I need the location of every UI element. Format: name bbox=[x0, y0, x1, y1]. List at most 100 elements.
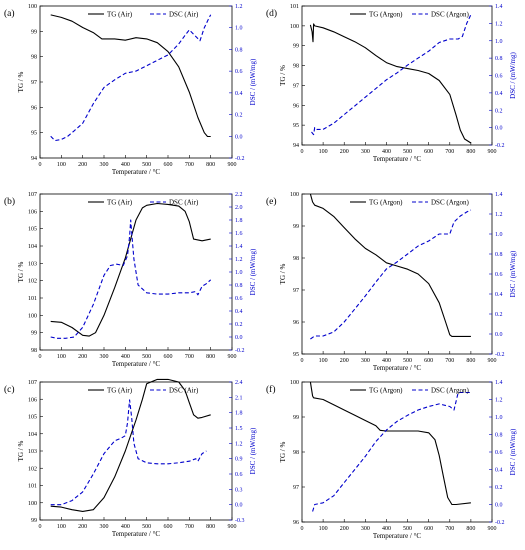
y2-tick-label: 0.2 bbox=[235, 322, 243, 328]
tg-curve bbox=[309, 381, 471, 506]
y-tick-label: 99 bbox=[31, 331, 37, 337]
y2-tick-label: 2.0 bbox=[235, 205, 243, 211]
x-tick-label: 200 bbox=[340, 149, 349, 155]
y2-tick-label: 1.2 bbox=[495, 212, 503, 218]
x-tick-label: 600 bbox=[164, 162, 173, 168]
y-axis-label: TG / % bbox=[279, 442, 287, 463]
x-tick-label: 700 bbox=[445, 149, 454, 155]
y-tick-label: 103 bbox=[28, 261, 37, 267]
x-tick-label: 100 bbox=[57, 524, 66, 530]
y2-tick-label: 0.0 bbox=[235, 134, 243, 140]
y2-tick-label: 1.4 bbox=[495, 4, 503, 10]
y2-tick-label: 1.4 bbox=[235, 244, 243, 250]
y-axis-label: TG / % bbox=[17, 441, 25, 462]
x-tick-label: 300 bbox=[100, 162, 109, 168]
y2-tick-label: 0.6 bbox=[495, 450, 503, 456]
chart-panel: 0 100 200 300 400 500 600 700 800 900 98 99 100 101 10… bbox=[4, 192, 257, 368]
y-tick-label: 96 bbox=[293, 520, 299, 526]
y-tick-label: 96 bbox=[293, 103, 299, 109]
y2-tick-label: -0.2 bbox=[495, 143, 505, 149]
x-tick-label: 900 bbox=[488, 358, 497, 364]
y-tick-label: 106 bbox=[28, 209, 37, 215]
y-tick-label: 101 bbox=[28, 296, 37, 302]
y2-tick-label: 0.0 bbox=[495, 126, 503, 132]
y-tick-label: 97 bbox=[293, 485, 299, 491]
x-axis-label: Temperature / °C bbox=[112, 360, 161, 368]
x-tick-label: 800 bbox=[206, 524, 215, 530]
legend-label: TG (Air) bbox=[107, 11, 133, 19]
y-tick-label: 97 bbox=[31, 80, 37, 86]
x-tick-label: 800 bbox=[466, 149, 475, 155]
x-tick-label: 300 bbox=[100, 354, 109, 360]
x-tick-label: 500 bbox=[142, 524, 151, 530]
y-tick-label: 98 bbox=[31, 55, 37, 61]
x-tick-label: 0 bbox=[301, 149, 304, 155]
y-tick-label: 96 bbox=[31, 105, 37, 111]
legend-label: TG (Air) bbox=[107, 387, 133, 395]
legend-label: DSC (Argon) bbox=[431, 11, 469, 19]
y-tick-label: 105 bbox=[28, 227, 37, 233]
y2-tick-label: 0.8 bbox=[495, 252, 503, 258]
y2-tick-label: 0.2 bbox=[495, 108, 503, 114]
y-tick-label: 99 bbox=[293, 224, 299, 230]
y-tick-label: 100 bbox=[290, 24, 299, 30]
legend-label: DSC (Air) bbox=[169, 199, 199, 207]
y2-tick-label: 1.0 bbox=[495, 232, 503, 238]
y-tick-label: 99 bbox=[31, 29, 37, 35]
x-axis-label: Temperature / °C bbox=[112, 168, 161, 176]
x-tick-label: 400 bbox=[121, 524, 130, 530]
y2-tick-label: 1.8 bbox=[235, 218, 243, 224]
panel-label: (b) bbox=[4, 196, 15, 207]
y2-tick-label: 1.5 bbox=[235, 426, 243, 432]
dsc-curve bbox=[50, 219, 212, 339]
legend-label: DSC (Argon) bbox=[431, 199, 469, 207]
y2-tick-label: 0.4 bbox=[495, 292, 503, 298]
x-tick-label: 300 bbox=[361, 149, 370, 155]
y2-tick-label: 1.0 bbox=[235, 26, 243, 32]
y-tick-label: 97 bbox=[293, 83, 299, 89]
x-tick-label: 200 bbox=[78, 162, 87, 168]
y2-tick-label: 1.0 bbox=[495, 415, 503, 421]
y2-tick-label: 1.0 bbox=[235, 270, 243, 276]
dsc-curve bbox=[310, 209, 472, 340]
x-tick-label: 0 bbox=[301, 358, 304, 364]
chart-panel: 0 100 200 300 400 500 600 700 800 900 94 95 96 97 98 99… bbox=[266, 4, 517, 163]
legend-label: TG (Air) bbox=[107, 199, 133, 207]
y2-tick-label: 1.8 bbox=[235, 411, 243, 417]
y-tick-label: 94 bbox=[31, 156, 37, 162]
tg-curve bbox=[50, 14, 211, 138]
y2-tick-label: 0.8 bbox=[495, 56, 503, 62]
y-tick-label: 98 bbox=[293, 256, 299, 262]
x-tick-label: 400 bbox=[121, 354, 130, 360]
y-tick-label: 100 bbox=[28, 501, 37, 507]
y2-axis-label: DSC / (mW/mg) bbox=[249, 58, 257, 105]
x-tick-label: 300 bbox=[361, 358, 370, 364]
x-tick-label: 0 bbox=[39, 162, 42, 168]
x-tick-label: 0 bbox=[39, 524, 42, 530]
x-tick-label: 900 bbox=[488, 526, 497, 532]
y-tick-label: 100 bbox=[290, 380, 299, 386]
panel-label: (f) bbox=[266, 384, 276, 395]
y2-tick-label: 0.2 bbox=[495, 312, 503, 318]
x-tick-label: 100 bbox=[319, 526, 328, 532]
y2-tick-label: 0.4 bbox=[235, 91, 243, 97]
y2-tick-label: 2.4 bbox=[235, 380, 243, 386]
y2-tick-label: 1.2 bbox=[495, 398, 503, 404]
y-axis-label: TG / % bbox=[279, 264, 287, 285]
tg-curve bbox=[309, 23, 472, 144]
y2-tick-label: 0.0 bbox=[235, 335, 243, 341]
x-tick-label: 600 bbox=[164, 524, 173, 530]
y2-tick-label: -0.3 bbox=[235, 518, 245, 524]
x-tick-label: 900 bbox=[228, 354, 237, 360]
x-tick-label: 200 bbox=[340, 358, 349, 364]
y2-axis-label: DSC / (mW/mg) bbox=[509, 52, 517, 99]
y2-axis-label: DSC / (mW/mg) bbox=[509, 250, 517, 297]
y2-tick-label: 0.8 bbox=[235, 47, 243, 53]
chart-panel: 0 100 200 300 400 500 600 700 800 900 99 100 101 102 1… bbox=[4, 378, 257, 538]
y-tick-label: 99 bbox=[293, 44, 299, 50]
y2-tick-label: 1.4 bbox=[495, 380, 503, 386]
x-tick-label: 100 bbox=[319, 149, 328, 155]
x-tick-label: 800 bbox=[466, 526, 475, 532]
x-tick-label: 500 bbox=[403, 149, 412, 155]
